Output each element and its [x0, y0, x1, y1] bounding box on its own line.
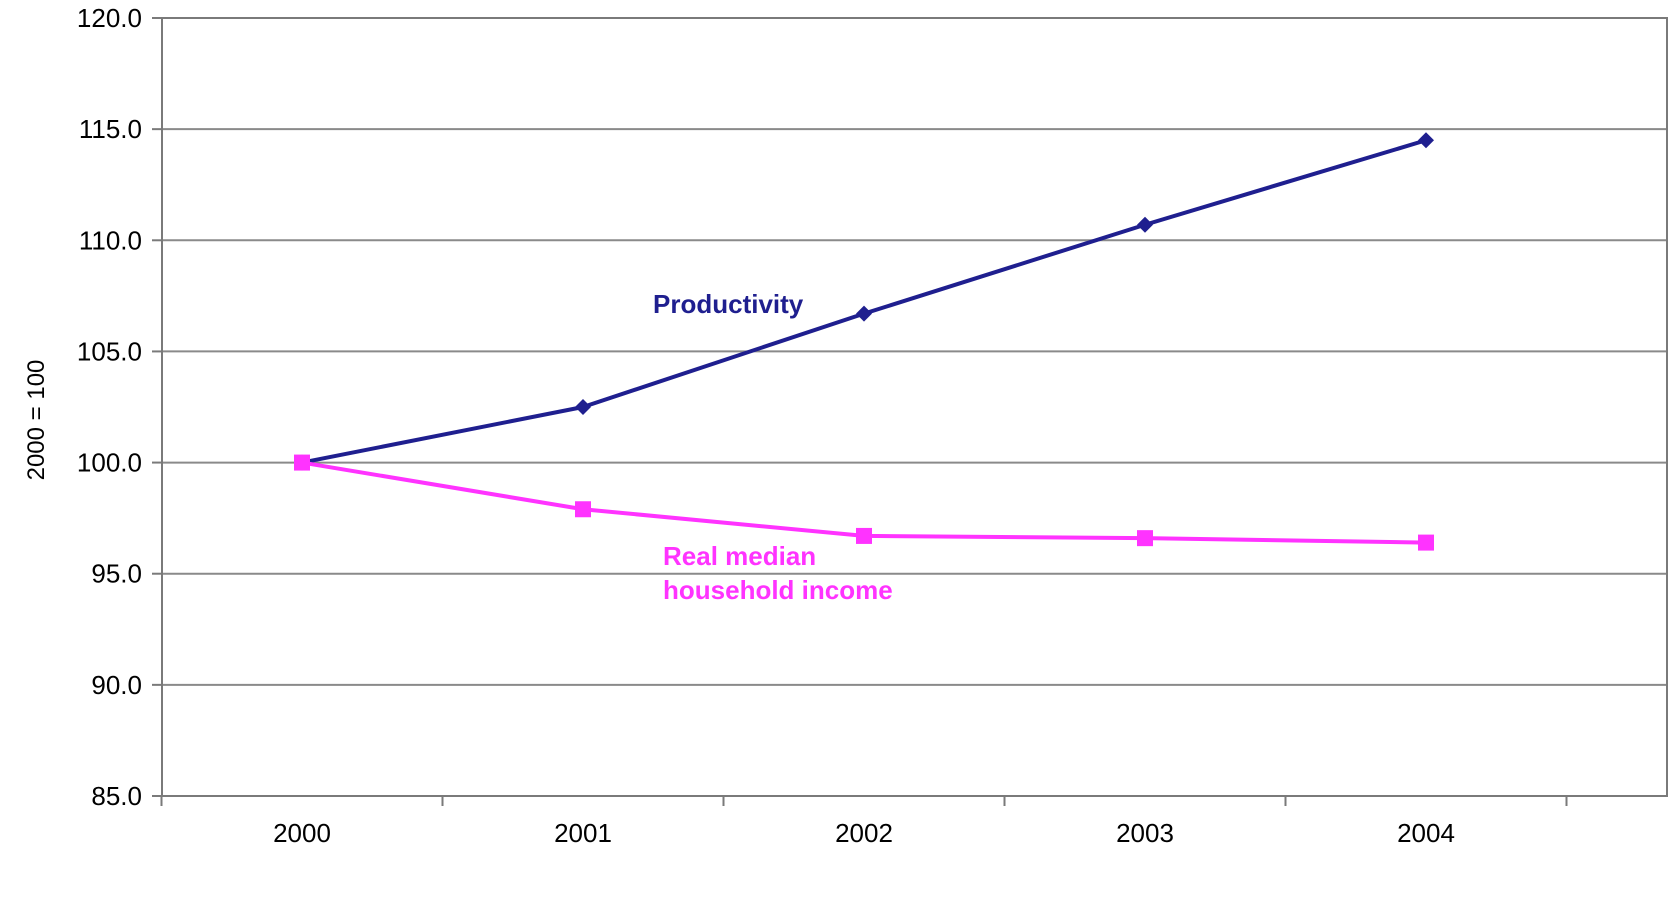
- y-tick-label: 110.0: [79, 225, 142, 255]
- data-point-diamond: [1137, 216, 1153, 233]
- plot-frame: [161, 17, 1668, 797]
- x-tick-label: 2003: [1116, 818, 1174, 848]
- series-label: Real median household income: [663, 541, 893, 605]
- series-1: [294, 454, 1434, 551]
- data-point-diamond: [856, 305, 872, 322]
- series-label-line: Productivity: [653, 289, 804, 319]
- data-point-square: [294, 454, 310, 471]
- series-label: Productivity: [653, 289, 804, 319]
- x-tick-label: 2004: [1397, 818, 1455, 848]
- series-layer: [294, 132, 1434, 551]
- axis-layer: 85.0 90.0 95.0 100.0 105.0 110.0 115.0 120.0 200…: [77, 3, 1668, 848]
- data-point-diamond: [575, 399, 591, 415]
- data-point-diamond: [1418, 132, 1434, 149]
- data-point-square: [856, 527, 872, 544]
- y-tick-label: 85.0: [91, 781, 142, 811]
- series-0: [294, 132, 1434, 471]
- x-tick-label: 2001: [554, 818, 612, 848]
- y-tick-label: 95.0: [91, 559, 142, 589]
- series-label-line: Real median: [663, 541, 816, 571]
- label-layer: Productivity Real median household income: [653, 289, 893, 605]
- x-tick-label: 2002: [835, 818, 893, 848]
- data-point-square: [1418, 534, 1434, 551]
- x-tick-label: 2000: [273, 818, 331, 848]
- grid-layer: [162, 17, 1667, 797]
- series-label-line: household income: [663, 575, 893, 605]
- y-tick-label: 115.0: [79, 114, 142, 144]
- y-tick-label: 120.0: [77, 3, 142, 33]
- y-tick-label: 90.0: [91, 670, 142, 700]
- y-tick-label: 105.0: [77, 336, 142, 366]
- y-tick-label: 100.0: [77, 448, 142, 478]
- series-line: [301, 138, 1427, 465]
- data-point-square: [575, 501, 591, 518]
- y-axis-title: 2000 = 100: [23, 360, 50, 481]
- data-point-square: [1137, 530, 1153, 547]
